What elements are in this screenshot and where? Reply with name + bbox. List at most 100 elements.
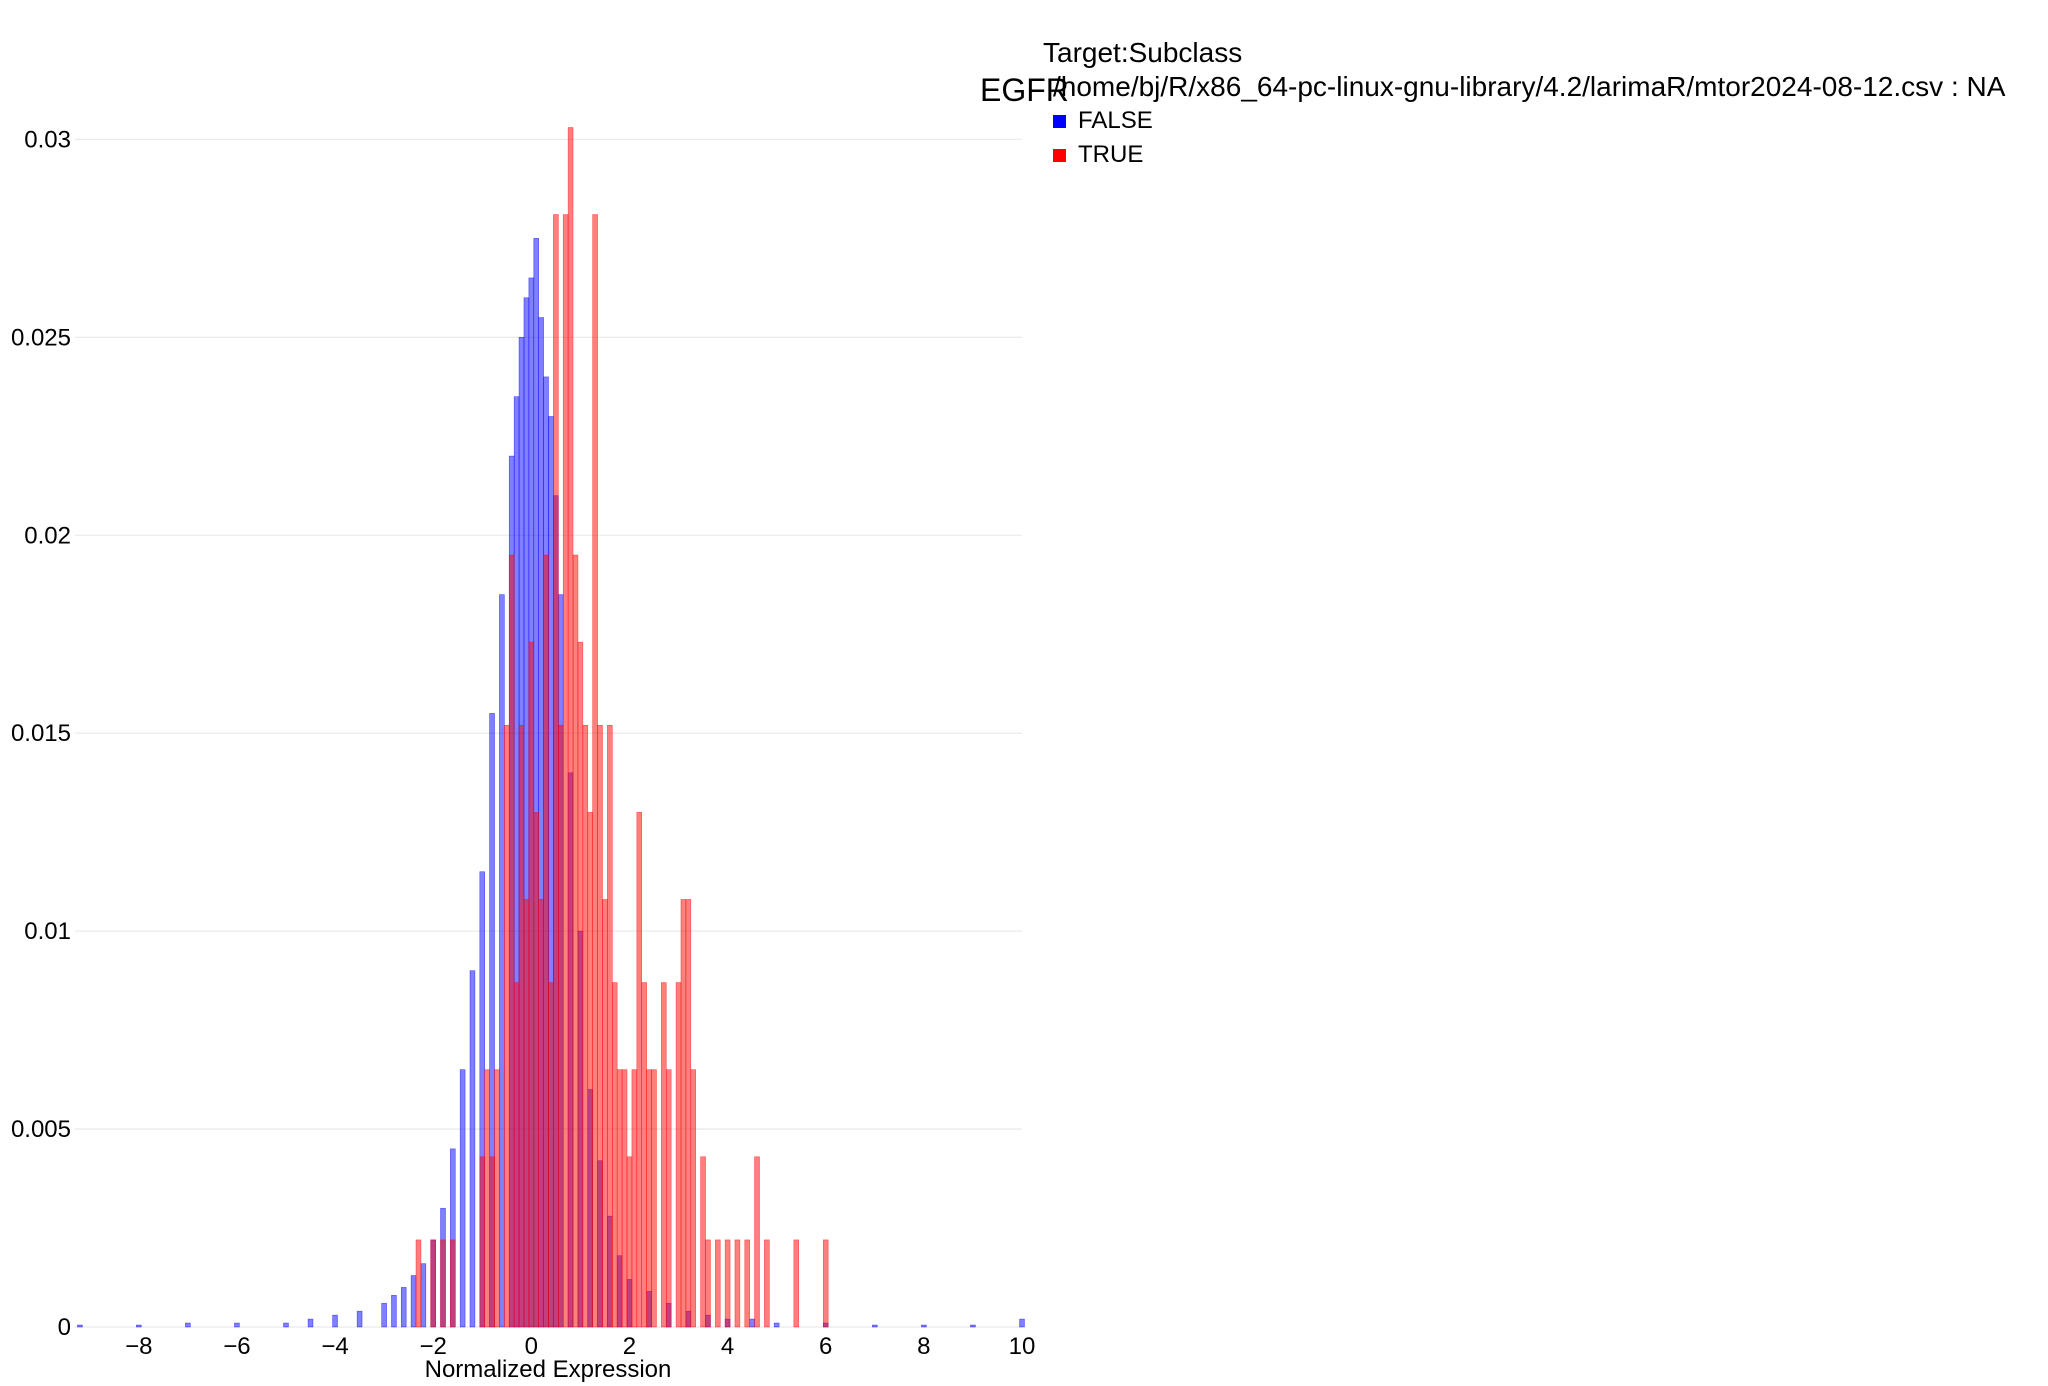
bar-false[interactable]: [773, 1322, 780, 1328]
bar-true[interactable]: [636, 812, 643, 1328]
bar-true[interactable]: [680, 899, 687, 1328]
bar-false[interactable]: [400, 1287, 407, 1328]
bar-false[interactable]: [420, 1263, 427, 1328]
bar-true[interactable]: [724, 1239, 731, 1328]
bar-true[interactable]: [665, 1069, 672, 1328]
x-tick-label: −2: [420, 1333, 447, 1360]
bar-true[interactable]: [523, 899, 530, 1328]
bar-true[interactable]: [715, 1239, 721, 1328]
bar-true[interactable]: [562, 214, 569, 1328]
legend-label-false: FALSE: [1078, 107, 1153, 134]
bar-true[interactable]: [572, 554, 579, 1328]
bar-true[interactable]: [592, 214, 598, 1328]
y-tick-label: 0: [58, 1314, 71, 1341]
bar-true[interactable]: [430, 1239, 436, 1328]
bar-false[interactable]: [970, 1324, 976, 1328]
bar-true[interactable]: [621, 1069, 628, 1328]
bar-false[interactable]: [391, 1295, 397, 1328]
x-tick-label: 8: [917, 1333, 930, 1360]
x-tick-label: −6: [223, 1333, 250, 1360]
x-axis: −8 −6 −4 −2 0 2 4 6 8 10: [125, 1333, 1035, 1360]
bar-true[interactable]: [518, 724, 525, 1328]
x-tick-label: 4: [721, 1333, 734, 1360]
legend-swatch-true: [1053, 148, 1066, 162]
bar-false[interactable]: [234, 1322, 240, 1328]
bar-false[interactable]: [1019, 1318, 1025, 1328]
bar-true[interactable]: [543, 554, 549, 1328]
bar-true[interactable]: [489, 1156, 495, 1328]
bar-true[interactable]: [508, 554, 515, 1328]
bar-false[interactable]: [459, 1069, 466, 1328]
bars-layer: [77, 127, 1025, 1328]
bar-false[interactable]: [77, 1324, 83, 1328]
bar-true[interactable]: [587, 812, 593, 1328]
bar-true[interactable]: [528, 641, 535, 1328]
bar-true[interactable]: [611, 982, 618, 1328]
bar-false[interactable]: [307, 1318, 314, 1328]
bar-true[interactable]: [754, 1156, 760, 1328]
bar-true[interactable]: [597, 724, 603, 1328]
bar-true[interactable]: [553, 214, 559, 1328]
bar-true[interactable]: [548, 982, 554, 1328]
bar-true[interactable]: [822, 1239, 829, 1328]
legend-swatch-false: [1053, 114, 1066, 128]
x-axis-title: Normalized Expression: [425, 1356, 672, 1383]
bar-true[interactable]: [504, 724, 510, 1328]
y-tick-label: 0.01: [24, 918, 71, 945]
bar-true[interactable]: [675, 982, 682, 1328]
bar-false[interactable]: [381, 1302, 387, 1328]
y-tick-label: 0.025: [11, 324, 71, 351]
bar-true[interactable]: [616, 1069, 623, 1328]
bar-true[interactable]: [700, 1156, 706, 1328]
bar-true[interactable]: [641, 982, 647, 1328]
y-axis: 0 0.005 0.01 0.015 0.02 0.025 0.03: [11, 126, 71, 1341]
bar-true[interactable]: [651, 1069, 657, 1328]
bar-true[interactable]: [484, 1069, 490, 1328]
bar-true[interactable]: [685, 899, 692, 1328]
bar-false[interactable]: [356, 1310, 363, 1328]
bar-true[interactable]: [450, 1239, 456, 1328]
bar-true[interactable]: [631, 1069, 638, 1328]
x-tick-label: 10: [1009, 1333, 1036, 1360]
bar-false[interactable]: [332, 1314, 338, 1328]
bar-false[interactable]: [136, 1324, 142, 1328]
bar-false[interactable]: [921, 1324, 927, 1328]
bar-false[interactable]: [872, 1324, 878, 1328]
bar-false[interactable]: [499, 594, 505, 1328]
bar-true[interactable]: [494, 1069, 500, 1328]
bar-false[interactable]: [749, 1318, 755, 1328]
bar-true[interactable]: [538, 899, 544, 1328]
bar-true[interactable]: [558, 724, 564, 1328]
bar-false[interactable]: [185, 1322, 191, 1328]
bar-true[interactable]: [764, 1239, 770, 1328]
bar-false[interactable]: [469, 970, 476, 1328]
bar-true[interactable]: [479, 1156, 486, 1328]
bar-true[interactable]: [577, 641, 584, 1328]
bar-true[interactable]: [607, 724, 613, 1328]
bar-true[interactable]: [626, 1156, 633, 1328]
legend-item-false[interactable]: FALSE: [1053, 104, 2005, 138]
legend-item-true[interactable]: TRUE: [1053, 138, 2005, 172]
bar-true[interactable]: [734, 1239, 741, 1328]
bar-false[interactable]: [283, 1322, 289, 1328]
bar-true[interactable]: [793, 1239, 800, 1328]
bar-true[interactable]: [440, 1239, 446, 1328]
y-tick-label: 0.03: [24, 126, 71, 153]
bar-false[interactable]: [410, 1275, 417, 1328]
bar-true[interactable]: [415, 1239, 422, 1328]
y-tick-label: 0.02: [24, 522, 71, 549]
bar-true[interactable]: [646, 1069, 652, 1328]
bar-true[interactable]: [690, 1069, 697, 1328]
bar-true[interactable]: [582, 724, 589, 1328]
bar-true[interactable]: [602, 899, 608, 1328]
y-tick-label: 0.005: [11, 1116, 71, 1143]
bar-true[interactable]: [567, 127, 574, 1328]
bar-true[interactable]: [533, 812, 539, 1328]
legend-title: Target:Subclass: [1043, 37, 1243, 68]
bar-true[interactable]: [661, 982, 667, 1328]
bar-true[interactable]: [705, 1239, 711, 1328]
bar-true[interactable]: [744, 1239, 750, 1328]
x-tick-label: −4: [321, 1333, 348, 1360]
bar-true[interactable]: [513, 982, 520, 1328]
